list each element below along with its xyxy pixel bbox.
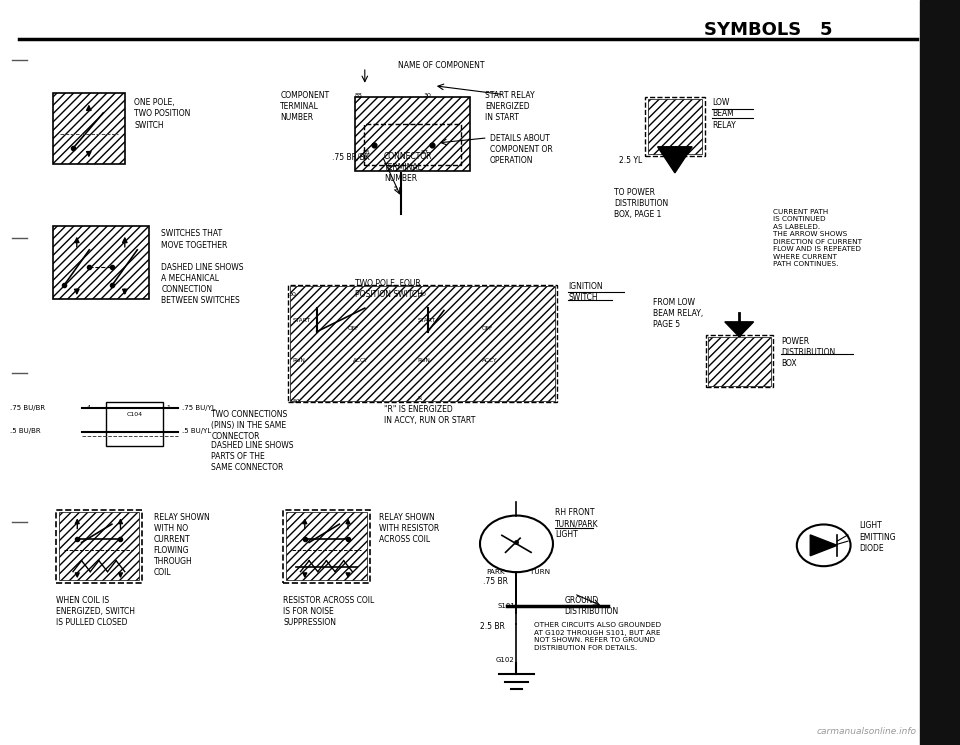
Text: ACCY: ACCY (482, 358, 497, 363)
Text: DETAILS ABOUT
COMPONENT OR
OPERATION: DETAILS ABOUT COMPONENT OR OPERATION (490, 134, 552, 165)
Text: 5: 5 (394, 186, 397, 191)
Bar (53, 226, 149, 299)
Bar (645, 97, 705, 156)
Text: LOW
BEAM
RELAY: LOW BEAM RELAY (712, 98, 736, 130)
Text: NAME OF COMPONENT: NAME OF COMPONENT (398, 61, 485, 70)
Text: .5 BU/YL: .5 BU/YL (182, 428, 211, 434)
Text: TURN: TURN (530, 569, 550, 575)
Polygon shape (725, 322, 754, 337)
Text: TWO POLE, FOUR
POSITION SWITCH: TWO POLE, FOUR POSITION SWITCH (355, 279, 423, 299)
Text: 50: 50 (293, 399, 300, 404)
Text: 30: 30 (423, 93, 431, 98)
Text: 1: 1 (166, 405, 170, 410)
Text: G102: G102 (495, 657, 515, 663)
Bar (59, 512, 139, 580)
Text: OFF: OFF (348, 326, 358, 331)
Bar (106, 402, 163, 446)
Text: ONE POLE,
TWO POSITION
SWITCH: ONE POLE, TWO POSITION SWITCH (134, 98, 191, 130)
Text: ACCY: ACCY (352, 358, 368, 363)
Text: RUN: RUN (293, 358, 305, 363)
Text: L: L (736, 323, 742, 332)
Text: CURRENT PATH
IS CONTINUED
AS LABELED.
THE ARROW SHOWS
DIRECTION OF CURRENT
FLOW : CURRENT PATH IS CONTINUED AS LABELED. TH… (773, 209, 862, 267)
Text: START: START (293, 317, 311, 323)
Text: RELAY SHOWN
WITH RESISTOR
ACROSS COIL: RELAY SHOWN WITH RESISTOR ACROSS COIL (379, 513, 440, 544)
Text: WHEN COIL IS
ENERGIZED, SWITCH
IS PULLED CLOSED: WHEN COIL IS ENERGIZED, SWITCH IS PULLED… (56, 596, 134, 627)
Text: TO POWER
DISTRIBUTION
BOX, PAGE 1: TO POWER DISTRIBUTION BOX, PAGE 1 (614, 188, 669, 219)
Text: OTHER CIRCUITS ALSO GROUNDED
AT G102 THROUGH S101, BUT ARE
NOT SHOWN. REFER TO G: OTHER CIRCUITS ALSO GROUNDED AT G102 THR… (534, 622, 660, 650)
Text: 4: 4 (86, 405, 90, 410)
Bar (290, 286, 555, 401)
Bar (648, 99, 702, 154)
Text: .75 BR: .75 BR (483, 577, 508, 586)
Text: 88: 88 (354, 93, 362, 98)
Text: .75 BU/YL: .75 BU/YL (182, 405, 216, 410)
Text: RELAY SHOWN
WITH NO
CURRENT
FLOWING
THROUGH
COIL: RELAY SHOWN WITH NO CURRENT FLOWING THRO… (154, 513, 209, 577)
Text: COMPONENT
TERMINAL
NUMBER: COMPONENT TERMINAL NUMBER (280, 91, 329, 122)
Text: R: R (418, 396, 421, 402)
Bar (286, 512, 367, 580)
Bar (56, 510, 142, 583)
Text: TWO CONNECTIONS
(PINS) IN THE SAME
CONNECTOR: TWO CONNECTIONS (PINS) IN THE SAME CONNE… (211, 410, 287, 441)
Text: IGNITION
SWITCH: IGNITION SWITCH (568, 282, 603, 302)
Text: 87: 87 (420, 150, 428, 156)
Text: "R" IS ENERGIZED
IN ACCY, RUN OR START: "R" IS ENERGIZED IN ACCY, RUN OR START (384, 405, 475, 425)
Bar (708, 337, 771, 386)
Text: 2.5 BR: 2.5 BR (480, 622, 505, 631)
Bar (288, 285, 557, 402)
Text: START RELAY
ENERGIZED
IN START: START RELAY ENERGIZED IN START (485, 91, 535, 122)
Bar (365, 124, 461, 165)
Text: LIGHT
EMITTING
DIODE: LIGHT EMITTING DIODE (859, 522, 896, 553)
Text: POWER
DISTRIBUTION
BOX: POWER DISTRIBUTION BOX (781, 337, 836, 368)
Text: 2.5 YL: 2.5 YL (619, 156, 642, 165)
Text: SWITCHES THAT
MOVE TOGETHER

DASHED LINE SHOWS
A MECHANICAL
CONNECTION
BETWEEN S: SWITCHES THAT MOVE TOGETHER DASHED LINE … (161, 229, 244, 305)
Bar (920, 0, 960, 745)
Text: START: START (418, 317, 436, 323)
Text: .75 BU/BR: .75 BU/BR (10, 405, 45, 410)
Text: RESISTOR ACROSS COIL
IS FOR NOISE
SUPPRESSION: RESISTOR ACROSS COIL IS FOR NOISE SUPPRE… (283, 596, 374, 627)
Bar (355, 97, 470, 171)
Bar (706, 335, 773, 387)
Bar (283, 510, 370, 583)
Text: PARK: PARK (486, 569, 504, 575)
Text: 30: 30 (289, 292, 297, 297)
Text: .75 BR/BK: .75 BR/BK (332, 153, 370, 162)
Text: 85: 85 (363, 150, 371, 156)
Text: FROM LOW
BEAM RELAY,
PAGE 5: FROM LOW BEAM RELAY, PAGE 5 (653, 298, 703, 329)
Text: OFF: OFF (482, 326, 492, 331)
Polygon shape (658, 147, 692, 173)
Text: carmanualsonline.info: carmanualsonline.info (817, 727, 917, 736)
Text: CONNECTOR
TERMINAL
NUMBER: CONNECTOR TERMINAL NUMBER (384, 152, 433, 183)
Text: C104: C104 (127, 412, 142, 417)
Text: 30: 30 (419, 292, 426, 297)
Text: SYMBOLS   5: SYMBOLS 5 (704, 21, 832, 39)
Text: DASHED LINE SHOWS
PARTS OF THE
SAME CONNECTOR: DASHED LINE SHOWS PARTS OF THE SAME CONN… (211, 441, 294, 472)
Bar (53, 93, 125, 164)
Text: GROUND
DISTRIBUTION: GROUND DISTRIBUTION (564, 596, 619, 616)
Text: RUN: RUN (418, 358, 430, 363)
Text: S101: S101 (497, 603, 516, 609)
Text: RH FRONT
TURN/PARK
LIGHT: RH FRONT TURN/PARK LIGHT (555, 508, 598, 539)
Text: .5 BU/BR: .5 BU/BR (10, 428, 40, 434)
Text: L: L (672, 149, 678, 159)
Polygon shape (810, 535, 837, 556)
